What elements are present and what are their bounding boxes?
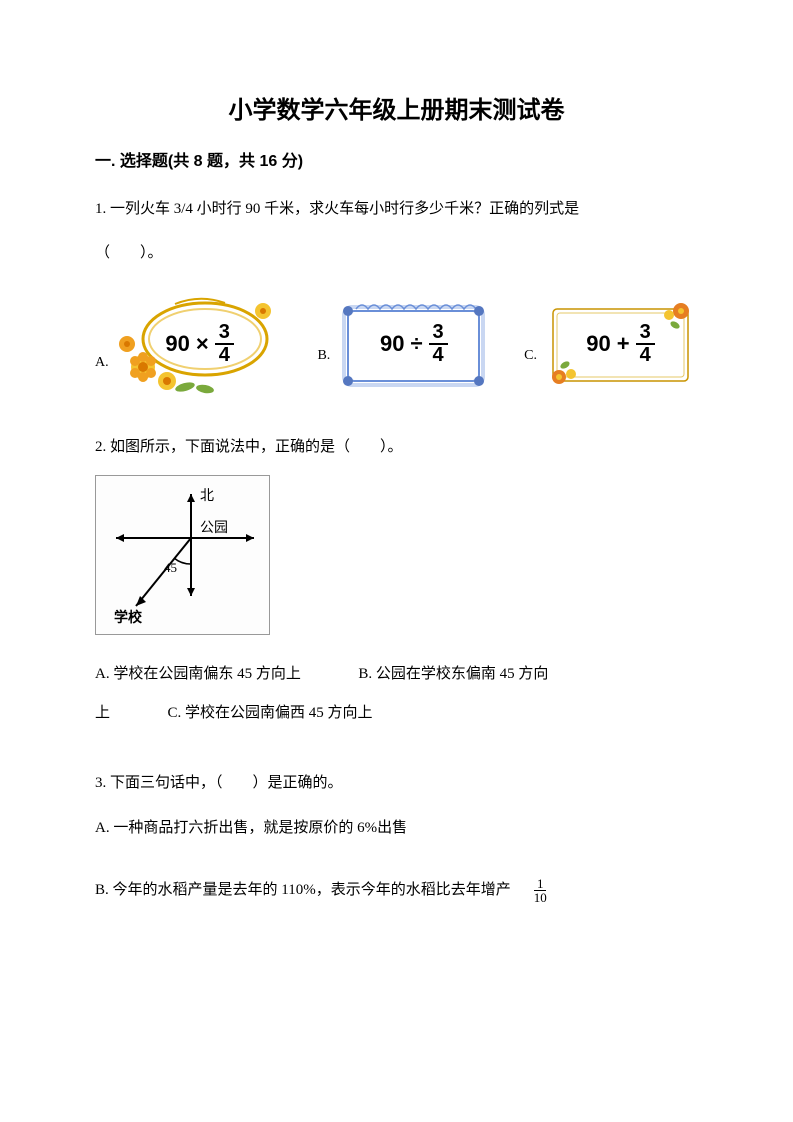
- formula-c-num: 90: [586, 331, 610, 357]
- compass-svg: 北 公园 45 学校: [96, 476, 271, 636]
- q1-option-a[interactable]: A.: [95, 289, 285, 399]
- q2-text: 2. 如图所示，下面说法中，正确的是（ ）。: [95, 429, 698, 465]
- formula-b-frac: 3 4: [429, 322, 448, 366]
- q3-opt-b[interactable]: B. 今年的水稻产量是去年的 110%，表示今年的水稻比去年增产 1 10: [95, 874, 698, 907]
- q2-options: A. 学校在公园南偏东 45 方向上 B. 公园在学校东偏南 45 方向: [95, 655, 698, 694]
- q1-option-c[interactable]: C. 90: [524, 297, 698, 392]
- formula-a: 90 × 3 4: [165, 322, 233, 366]
- q3-opt-a[interactable]: A. 一种商品打六折出售，就是按原价的 6%出售: [95, 809, 698, 848]
- formula-b: 90 ÷ 3 4: [380, 322, 448, 366]
- angle-label: 45: [164, 560, 177, 575]
- section-header: 一. 选择题(共 8 题，共 16 分): [95, 147, 698, 171]
- q3-text: 3. 下面三句话中，（ ）是正确的。: [95, 765, 698, 801]
- park-label: 公园: [200, 521, 228, 536]
- frac-den: 4: [636, 345, 655, 366]
- frac-num: 3: [215, 322, 234, 345]
- page-title: 小学数学六年级上册期末测试卷: [95, 90, 698, 125]
- frac-num: 1: [534, 877, 547, 891]
- frac-den: 4: [429, 345, 448, 366]
- q1-text-line2: （ ）。: [95, 235, 698, 271]
- formula-c: 90 + 3 4: [586, 322, 654, 366]
- frac-den: 10: [531, 891, 550, 904]
- formula-a-op: ×: [196, 331, 209, 357]
- formula-b-num: 90: [380, 331, 404, 357]
- option-letter-a: A.: [95, 355, 109, 371]
- frame-ornate: 90 + 3 4: [543, 297, 698, 392]
- q1-options-row: A.: [95, 289, 698, 399]
- q3-opt-b-frac: 1 10: [531, 877, 550, 904]
- frame-scallop: 90 ÷ 3 4: [336, 297, 491, 392]
- option-letter-c: C.: [524, 348, 537, 364]
- formula-c-frac: 3 4: [636, 322, 655, 366]
- formula-c-op: +: [617, 331, 630, 357]
- school-label: 学校: [114, 609, 143, 626]
- formula-a-num: 90: [165, 331, 189, 357]
- q2-opt-c[interactable]: C. 学校在公园南偏西 45 方向上: [168, 705, 373, 721]
- frame-flower: 90 × 3 4: [115, 289, 285, 399]
- q1-option-b[interactable]: B. 90 ÷ 3 4: [317, 297, 491, 392]
- q2-opt-b[interactable]: B. 公园在学校东偏南 45 方向: [358, 666, 548, 682]
- formula-b-op: ÷: [410, 331, 422, 357]
- frac-num: 3: [636, 322, 655, 345]
- q1-text-line1: 1. 一列火车 3/4 小时行 90 千米，求火车每小时行多少千米？正确的列式是: [95, 191, 698, 227]
- q2-opt-a[interactable]: A. 学校在公园南偏东 45 方向上: [95, 666, 301, 682]
- frac-num: 3: [429, 322, 448, 345]
- q2-opt-b-cont: 上: [95, 705, 110, 721]
- q2-options-line2: 上 C. 学校在公园南偏西 45 方向上: [95, 694, 698, 733]
- north-label: 北: [200, 488, 214, 504]
- formula-a-frac: 3 4: [215, 322, 234, 366]
- option-letter-b: B.: [317, 348, 330, 364]
- frac-den: 4: [215, 345, 234, 366]
- q3-opt-b-pre: B. 今年的水稻产量是去年的 110%，表示今年的水稻比去年增产: [95, 874, 511, 907]
- compass-diagram: 北 公园 45 学校: [95, 475, 270, 635]
